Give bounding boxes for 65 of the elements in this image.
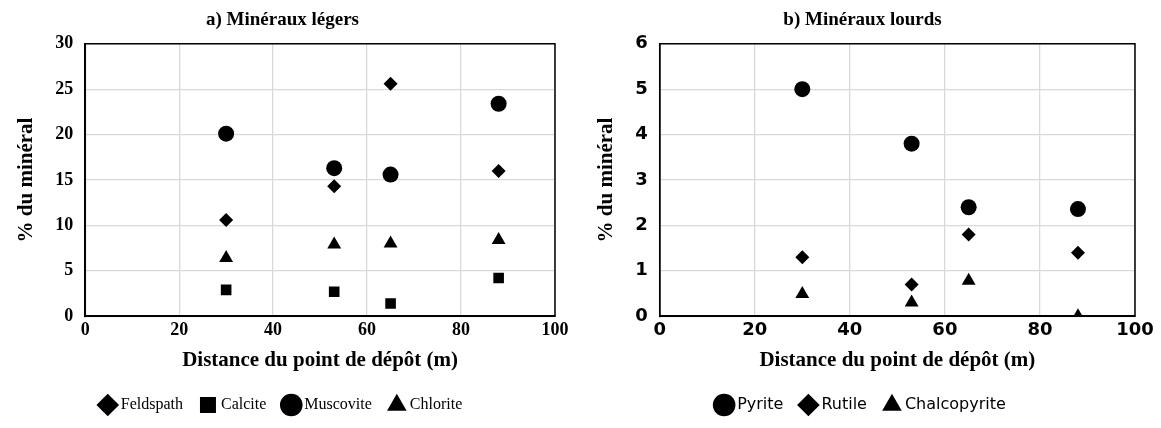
point — [218, 125, 235, 142]
x-tick-label: 60 — [358, 318, 377, 339]
y-axis-title: % du minéral — [13, 117, 38, 243]
point — [493, 272, 504, 284]
x-tick-label: 40 — [264, 318, 283, 339]
x-axis-title: Distance du point de dépôt (m) — [759, 346, 1036, 371]
point — [490, 95, 507, 112]
point — [903, 135, 920, 152]
point — [961, 227, 976, 242]
y-tick-label: 6 — [635, 31, 648, 53]
point — [327, 179, 342, 194]
y-tick-label: 5 — [64, 259, 74, 280]
chart-title: b) Minéraux lourds — [783, 8, 942, 31]
y-tick-label: 30 — [55, 32, 74, 53]
x-tick-label: 100 — [1116, 317, 1154, 339]
legend-label: Rutile — [821, 394, 867, 414]
x-tick-label: 0 — [80, 318, 90, 339]
legend-label: Feldspath — [120, 395, 183, 414]
point — [327, 236, 342, 249]
y-tick-label: 1 — [635, 258, 648, 280]
y-tick-label: 20 — [55, 123, 74, 144]
legend-label: Chalcopyrite — [904, 394, 1006, 414]
point — [383, 76, 398, 91]
y-tick-label: 5 — [635, 76, 648, 98]
x-tick-label: 80 — [452, 318, 471, 339]
x-tick-label: 80 — [1027, 317, 1053, 339]
x-tick-label: 20 — [170, 318, 189, 339]
point — [1070, 245, 1085, 260]
chart-title: a) Minéraux légers — [205, 8, 360, 31]
point — [960, 199, 977, 216]
point — [795, 285, 810, 298]
point — [904, 277, 919, 292]
point — [961, 272, 976, 285]
y-tick-label: 0 — [64, 304, 74, 325]
legend-label: Muscovite — [304, 395, 372, 413]
x-tick-label: 20 — [742, 317, 768, 339]
point — [794, 81, 811, 98]
y-axis-title: % du minéral — [593, 117, 618, 243]
legend-label: Chlorite — [409, 395, 463, 413]
y-tick-label: 15 — [55, 168, 74, 189]
legend-label: Pyrite — [737, 394, 784, 414]
point — [1069, 201, 1086, 218]
legend-label: Calcite — [220, 395, 267, 413]
point — [219, 212, 234, 227]
y-tick-label: 25 — [55, 77, 74, 98]
point — [219, 250, 234, 263]
point — [383, 235, 398, 248]
point — [491, 163, 506, 178]
x-tick-label: 0 — [653, 317, 666, 339]
x-tick-label: 100 — [541, 318, 569, 339]
x-tick-label: 60 — [932, 317, 958, 339]
point — [382, 166, 399, 183]
point — [326, 160, 343, 177]
y-tick-label: 3 — [635, 167, 648, 189]
point — [328, 286, 340, 297]
point — [385, 298, 396, 309]
y-tick-label: 2 — [635, 213, 648, 235]
point — [491, 231, 506, 244]
y-tick-label: 4 — [635, 122, 648, 144]
y-tick-label: 0 — [635, 303, 648, 325]
x-axis-title: Distance du point de dépôt (m) — [182, 346, 459, 371]
x-tick-label: 40 — [837, 317, 863, 339]
point — [904, 294, 919, 307]
point — [795, 250, 810, 265]
y-tick-label: 10 — [55, 214, 74, 235]
